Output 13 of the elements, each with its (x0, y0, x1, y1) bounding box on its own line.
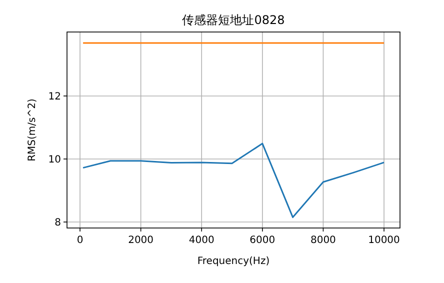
y-tick-label: 12 (48, 91, 61, 102)
x-tick-label: 0 (76, 235, 84, 246)
y-tick-label: 8 (54, 218, 61, 229)
y-axis-title: RMS(m/s^2) (27, 98, 38, 162)
y-tick-label: 10 (48, 154, 61, 166)
x-tick-label: 2000 (128, 235, 154, 246)
x-axis-title: Frequency(Hz) (197, 256, 270, 267)
x-tick-label: 8000 (310, 235, 336, 246)
x-tick-label: 6000 (250, 235, 276, 246)
line-series (82, 142, 385, 218)
chart-title: 传感器短地址0828 (182, 13, 285, 27)
x-tick-label: 4000 (188, 235, 214, 246)
x-tick-label: 10000 (368, 235, 400, 246)
